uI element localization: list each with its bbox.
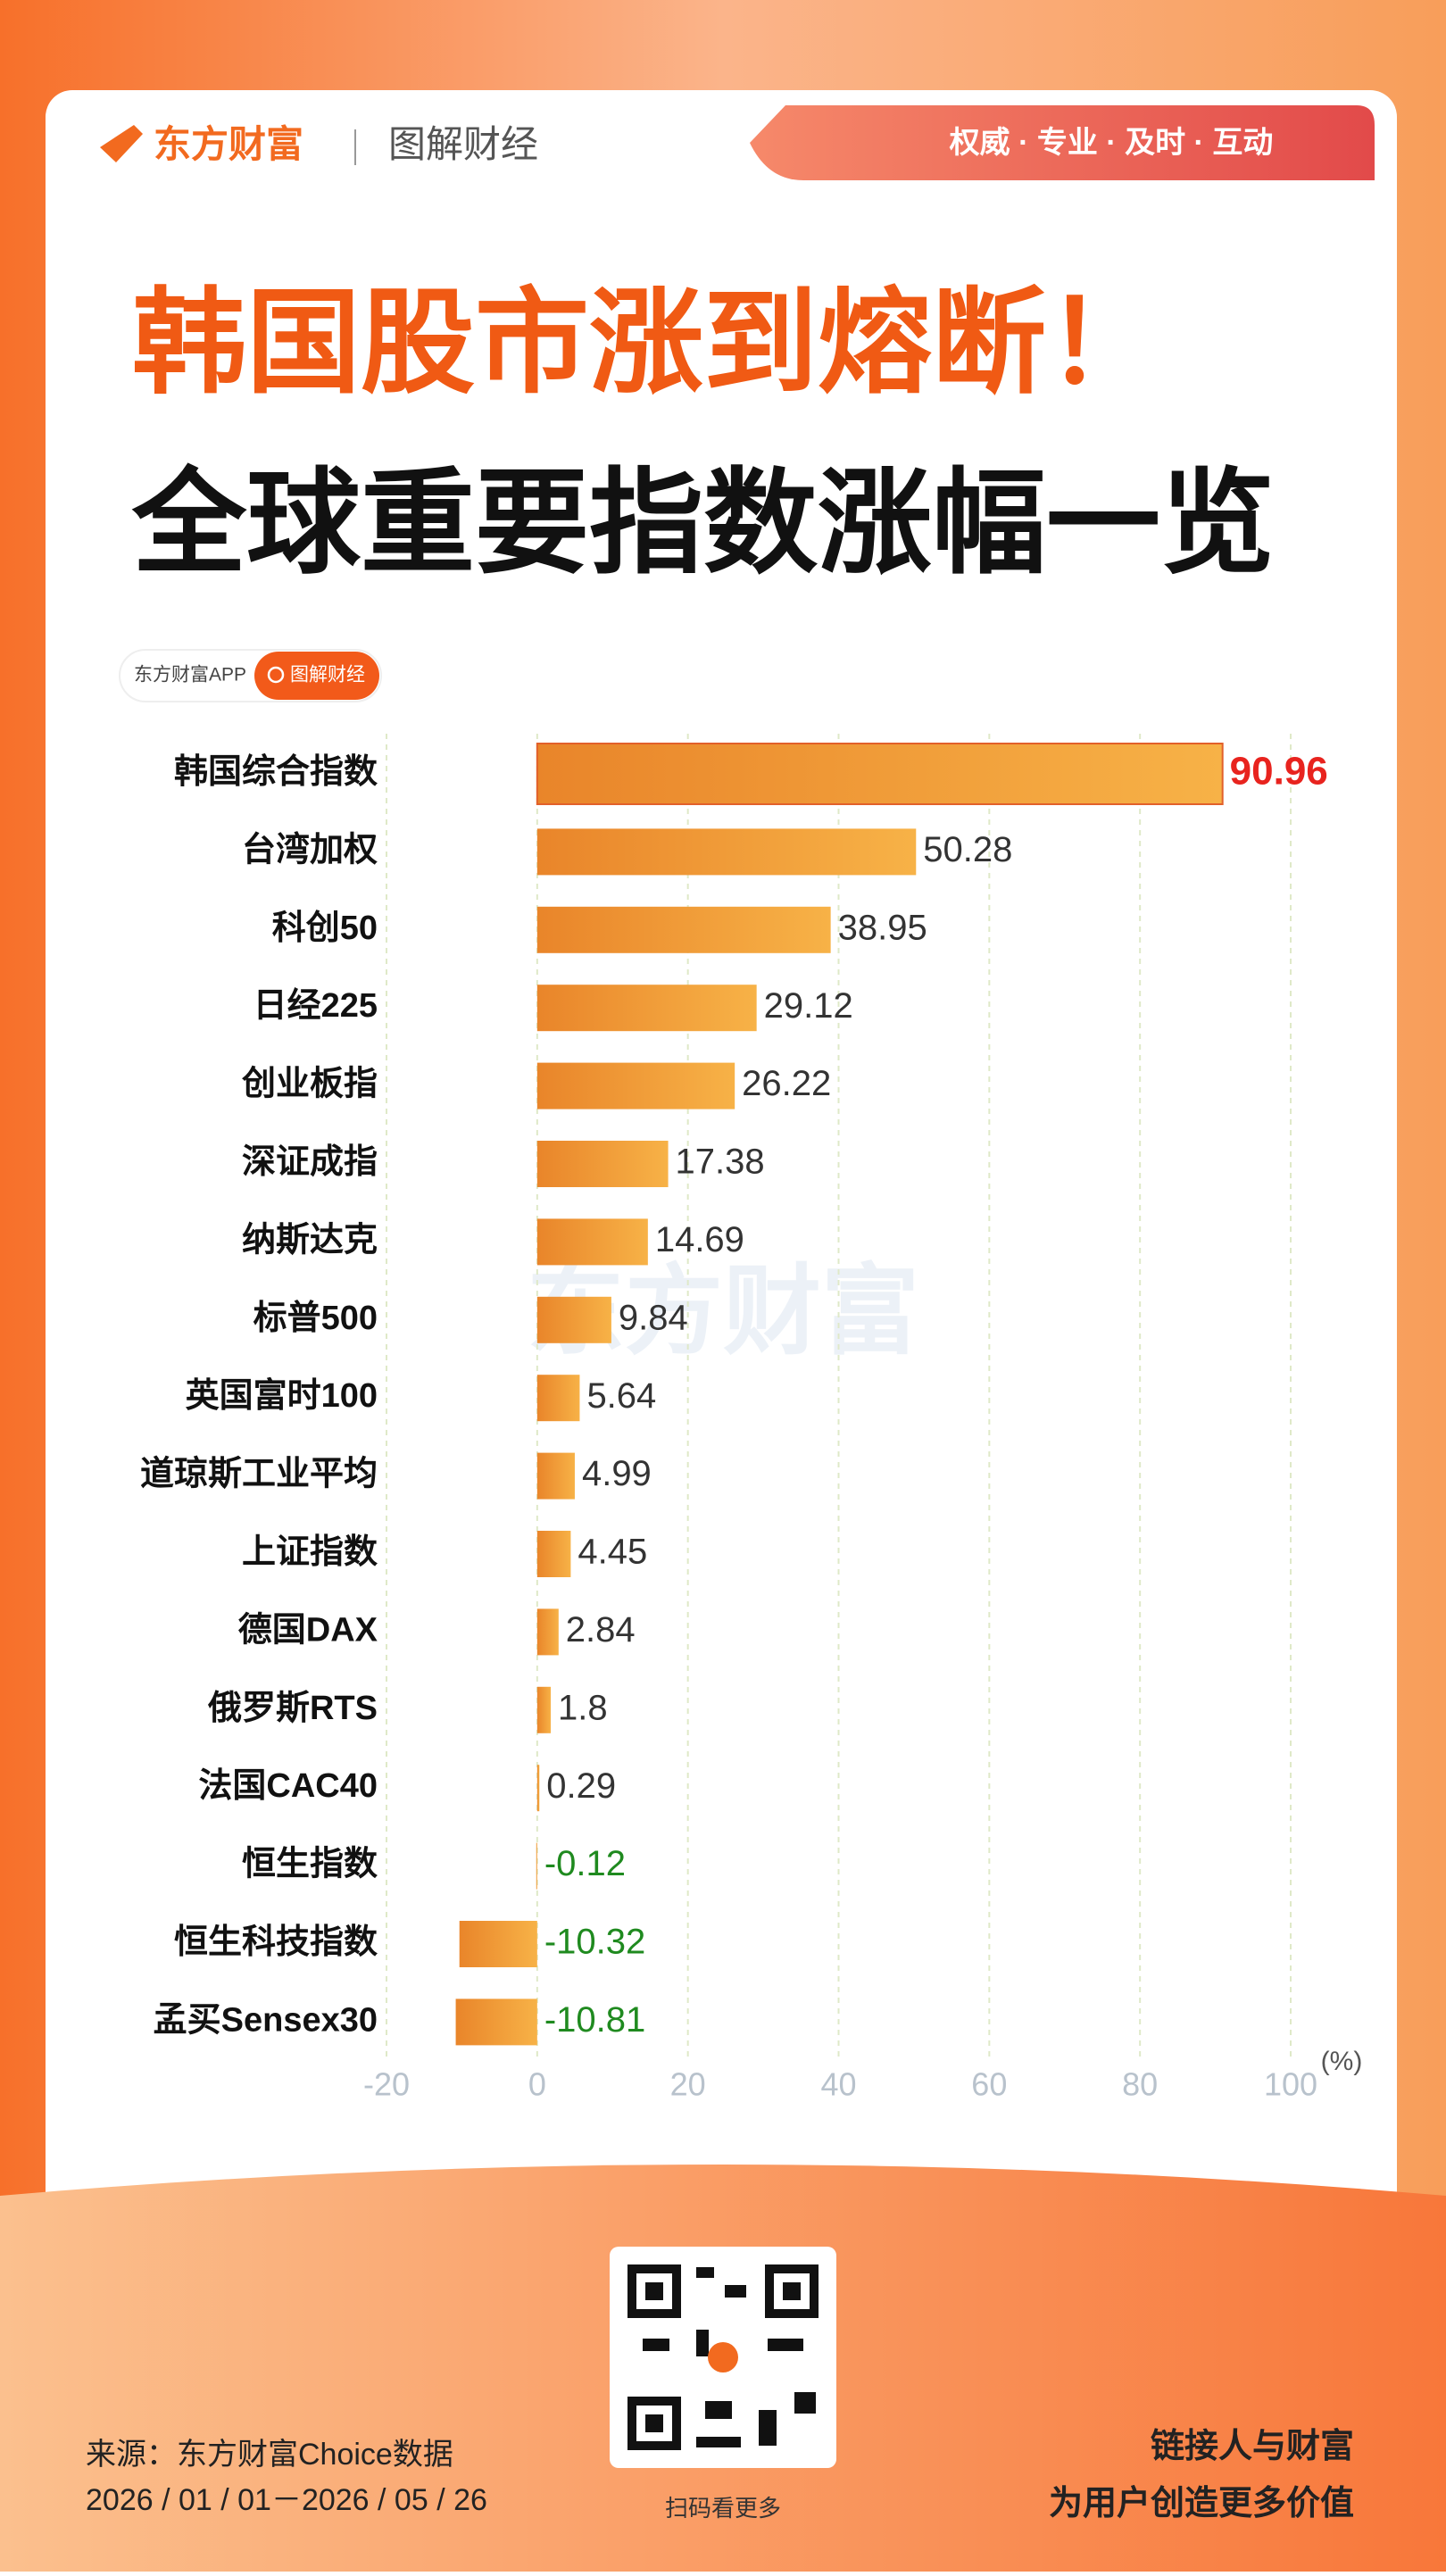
qr-caption: 扫码看更多 — [665, 2495, 781, 2522]
x-tick-label: -20 — [363, 2066, 410, 2103]
category-label: 台湾加权 — [242, 830, 378, 868]
category-label: 德国DAX — [238, 1611, 378, 1649]
bar — [536, 1062, 735, 1109]
x-tick-label: 60 — [971, 2066, 1007, 2103]
qr-dot — [705, 2401, 732, 2419]
value-label: 0.29 — [546, 1766, 616, 1806]
value-label: 1.8 — [558, 1688, 608, 1727]
x-unit: (%) — [1321, 2047, 1363, 2076]
brand-logo — [100, 125, 143, 162]
card — [46, 90, 1397, 2232]
search-icon — [267, 666, 285, 684]
qr-code — [627, 2264, 819, 2450]
qr-dot — [725, 2285, 746, 2298]
subtitle: 全球重要指数涨幅一览 — [131, 456, 1275, 590]
category-label: 道琼斯工业平均 — [140, 1456, 378, 1493]
qr-finder — [645, 2282, 663, 2300]
motto: 链接人与财富 — [1151, 2427, 1354, 2465]
category-label: 上证指数 — [242, 1533, 378, 1571]
qr-dot — [696, 2437, 741, 2447]
qr-finder — [645, 2414, 663, 2432]
category-label: 深证成指 — [242, 1143, 378, 1181]
category-label: 法国CAC40 — [198, 1767, 378, 1805]
qr-dot — [768, 2339, 803, 2351]
x-tick-label: 80 — [1122, 2066, 1158, 2103]
brand: 东方财富 — [154, 123, 303, 165]
value-label: 50.28 — [923, 830, 1012, 869]
category-label: 科创50 — [272, 910, 378, 947]
x-tick-label: 100 — [1264, 2066, 1317, 2103]
value-label: 5.64 — [586, 1376, 656, 1416]
bar — [536, 1375, 580, 1422]
qr-dot — [643, 2339, 669, 2351]
bar — [536, 985, 757, 1032]
category-label: 韩国综合指数 — [174, 753, 378, 791]
x-tick-label: 40 — [820, 2066, 856, 2103]
motto: 为用户创造更多价值 — [1049, 2485, 1354, 2522]
value-label: 9.84 — [619, 1298, 688, 1337]
bar — [536, 1296, 611, 1343]
value-label: 2.84 — [566, 1610, 636, 1649]
category-label: 恒生科技指数 — [174, 1924, 378, 1961]
value-label: 4.45 — [578, 1533, 647, 1572]
category-label: 恒生指数 — [242, 1846, 378, 1883]
qr-dot — [759, 2410, 777, 2446]
badge-search — [254, 652, 379, 700]
value-label: 26.22 — [742, 1064, 831, 1103]
value-label: 17.38 — [676, 1143, 765, 1182]
qr-logo — [708, 2342, 738, 2372]
x-tick-label: 0 — [528, 2066, 546, 2103]
plot: -20 0 20 40 60 80 100(%) 90.96 韩国综合指数 50.28 台湾加权 38… — [140, 734, 1362, 2103]
bar — [459, 1921, 537, 1967]
bar — [536, 906, 831, 953]
badge-app: 东方财富APP — [134, 665, 246, 686]
category-label: 日经225 — [253, 987, 378, 1025]
category-label: 创业板指 — [242, 1066, 378, 1103]
value-label: 38.95 — [838, 908, 927, 947]
qr-dot — [794, 2392, 816, 2414]
qr-dot — [696, 2267, 714, 2278]
category-label: 标普500 — [253, 1300, 378, 1337]
slogan: 权威 · 专业 · 及时 · 互动 — [949, 126, 1274, 160]
slogan-band — [750, 105, 1375, 180]
value-label: 4.99 — [582, 1454, 652, 1493]
value-label: -0.12 — [544, 1844, 626, 1883]
period: 2026 / 01 / 01－2026 / 05 / 26 — [86, 2483, 487, 2517]
qr-dot — [696, 2330, 709, 2356]
value-label: 90.96 — [1230, 750, 1328, 794]
title: 韩国股市涨到熔断！ — [132, 276, 1160, 410]
bar — [536, 828, 917, 876]
category-label: 英国富时100 — [186, 1376, 378, 1415]
bar — [536, 743, 1224, 805]
value-label: -10.32 — [544, 1923, 645, 1962]
bar — [536, 1686, 552, 1733]
section: 图解财经 — [388, 123, 538, 165]
bar — [536, 1842, 537, 1890]
bar — [536, 1608, 559, 1656]
category-label: 孟买Sensex30 — [154, 2001, 378, 2039]
bar — [536, 1531, 571, 1577]
category-label: 俄罗斯RTS — [207, 1690, 378, 1727]
badge-search-text: 图解财经 — [290, 665, 365, 686]
bar — [536, 1141, 669, 1187]
value-label: 14.69 — [655, 1220, 744, 1259]
value-label: -10.81 — [544, 2000, 645, 2040]
x-tick-label: 20 — [670, 2066, 706, 2103]
bar — [455, 1998, 537, 2046]
bar — [536, 1452, 575, 1500]
bar — [536, 1218, 648, 1266]
bar — [536, 1765, 540, 1812]
value-label: 29.12 — [764, 986, 853, 1026]
category-label: 纳斯达克 — [242, 1221, 378, 1259]
source: 来源：东方财富Choice数据 — [86, 2438, 453, 2472]
qr-finder — [783, 2282, 801, 2300]
